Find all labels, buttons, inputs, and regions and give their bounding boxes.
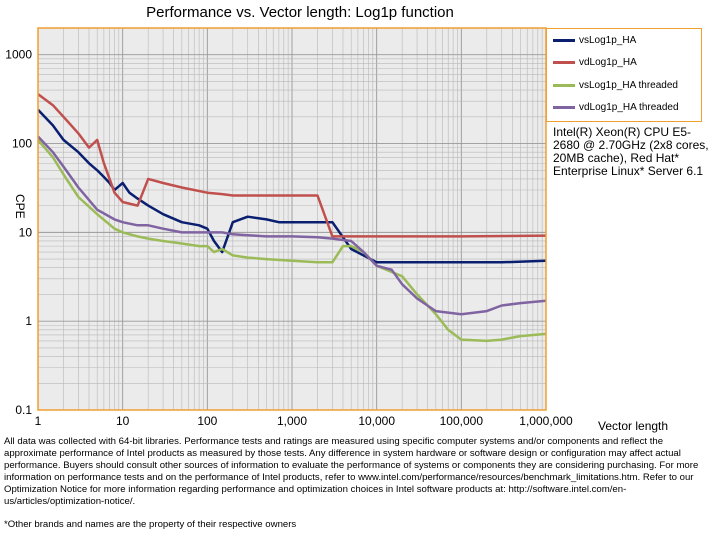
- y-tick-label: 1000: [5, 48, 32, 62]
- x-tick-label: 10,000: [358, 414, 395, 428]
- x-tick-label: 10: [116, 414, 130, 428]
- legend-swatch: [553, 38, 575, 42]
- y-tick-labels: 0.1 1 10 100 1000: [5, 48, 32, 417]
- legend-swatch: [553, 60, 575, 64]
- x-tick-label: 1,000,000: [519, 414, 573, 428]
- y-tick-label: 1: [25, 314, 32, 328]
- x-tick-label: 100: [197, 414, 217, 428]
- legend-item-vdlog1p-ha-threaded: vdLog1p_HA threaded: [553, 101, 679, 115]
- x-tick-labels: 1 10 100 1,000 10,000 100,000 1,000,000: [35, 414, 573, 428]
- system-info: Intel(R) Xeon(R) CPU E5-2680 @ 2.70GHz (…: [553, 125, 709, 178]
- legend-item-vslog1p-ha: vsLog1p_HA: [553, 34, 636, 48]
- legend: vsLog1p_HA vdLog1p_HA vsLog1p_HA threade…: [546, 28, 702, 122]
- legend-label: vsLog1p_HA: [579, 35, 637, 46]
- x-tick-label: 1,000: [277, 414, 307, 428]
- series-line-vdlog1p-ha: [37, 93, 547, 238]
- x-tick-label: 1: [35, 414, 42, 428]
- series-line-vslog1p-ha-threaded: [37, 139, 547, 343]
- chart-title: Performance vs. Vector length: Log1p fun…: [146, 4, 454, 21]
- legend-item-vslog1p-ha-threaded: vsLog1p_HA threaded: [553, 79, 678, 93]
- x-axis-label: Vector length: [598, 419, 668, 433]
- plot-frame: [37, 27, 547, 411]
- legend-label: vsLog1p_HA threaded: [579, 80, 678, 91]
- y-tick-label: 100: [12, 137, 32, 151]
- legend-label: vdLog1p_HA threaded: [579, 102, 679, 113]
- y-axis-label: CPE: [13, 194, 27, 219]
- series-layer: [37, 93, 547, 343]
- legend-label: vdLog1p_HA: [579, 57, 637, 68]
- series-line-vdlog1p-ha-threaded: [37, 135, 547, 316]
- legend-item-vdlog1p-ha: vdLog1p_HA: [553, 56, 637, 70]
- legend-swatch: [553, 83, 575, 87]
- disclaimer-text: All data was collected with 64-bit libra…: [4, 436, 699, 507]
- legend-swatch: [553, 105, 575, 109]
- x-tick-label: 100,000: [440, 414, 484, 428]
- footnote-text: *Other brands and names are the property…: [4, 519, 297, 530]
- y-tick-label: 10: [19, 225, 33, 239]
- y-tick-label: 0.1: [15, 403, 32, 417]
